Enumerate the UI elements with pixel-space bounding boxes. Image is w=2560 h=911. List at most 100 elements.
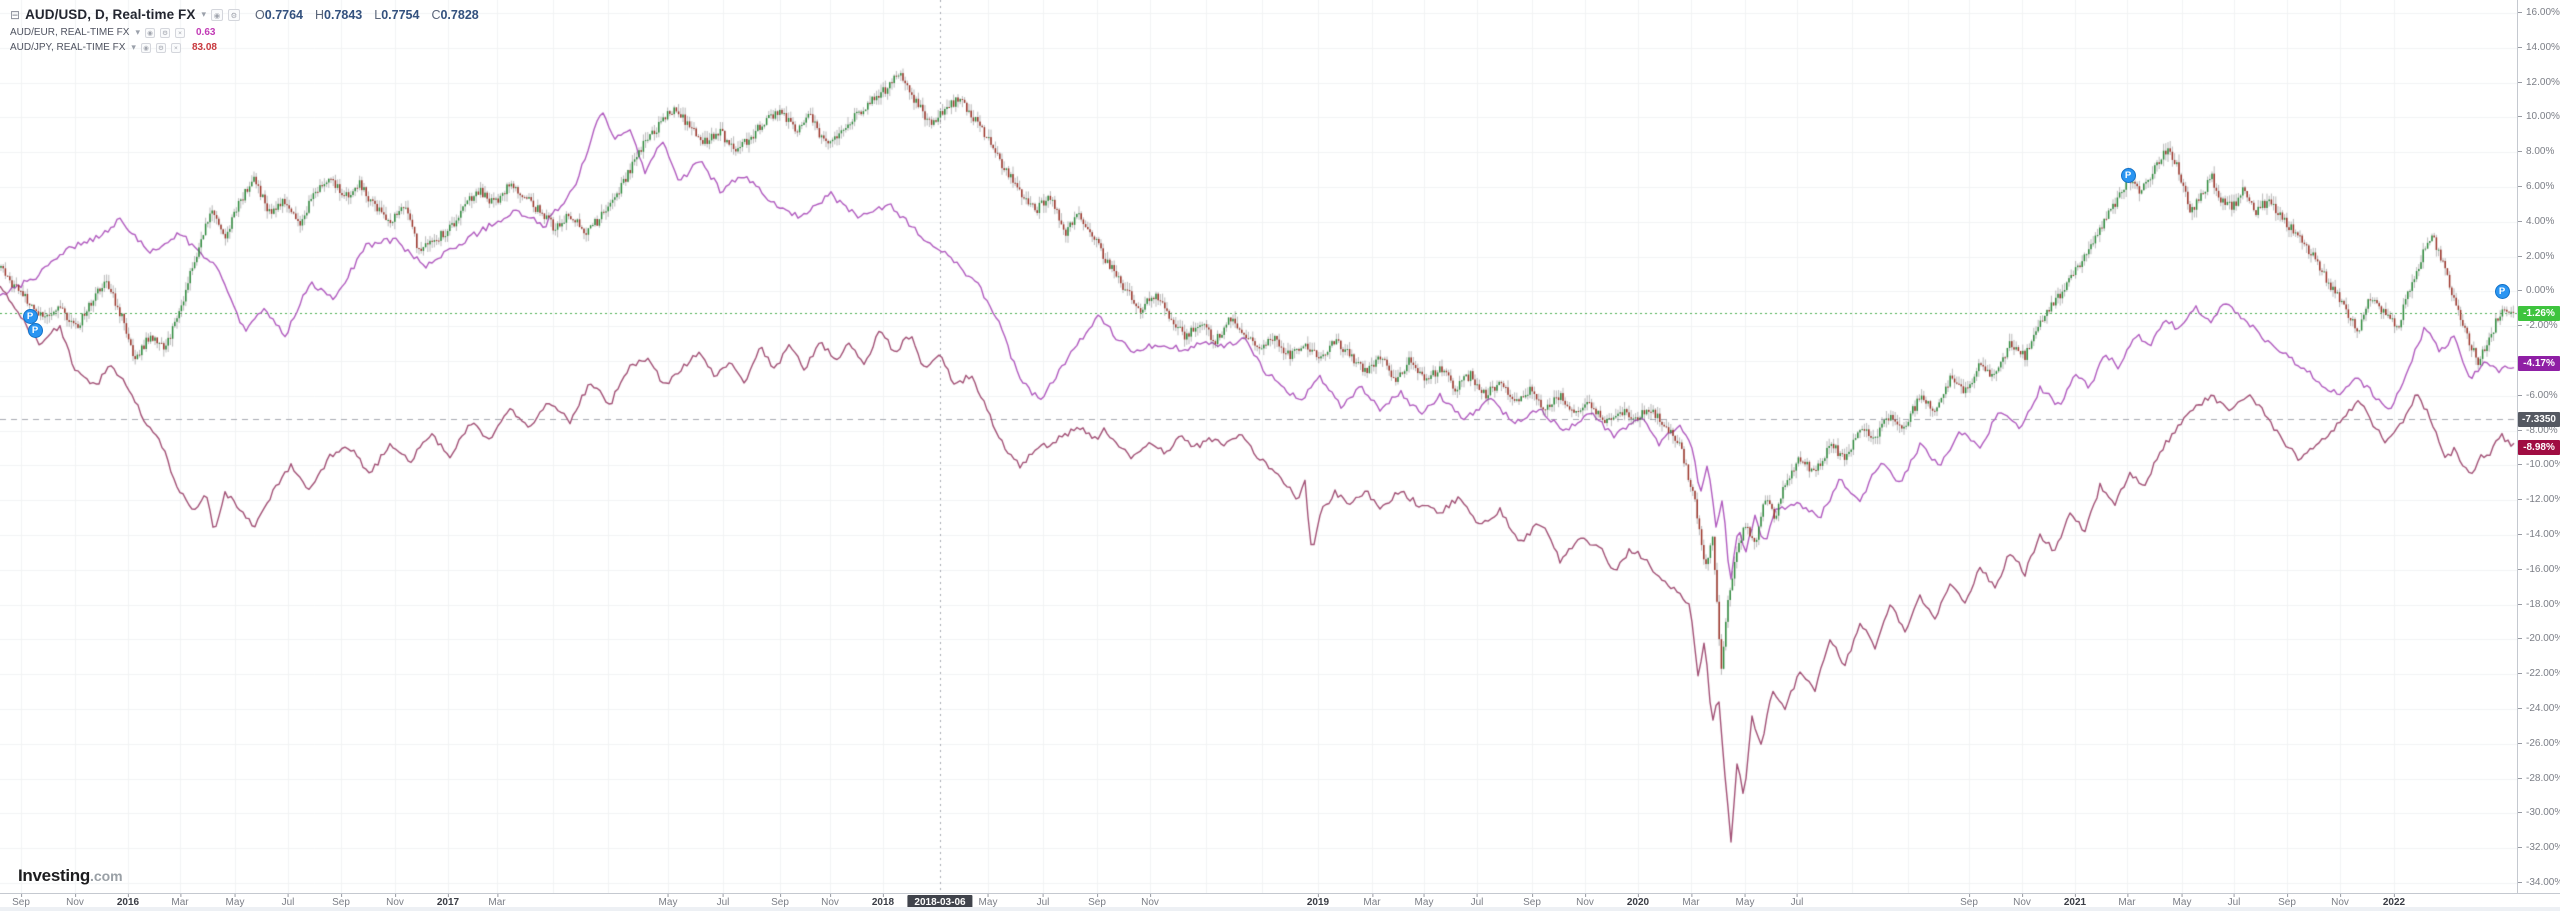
- time-axis-label: Sep: [12, 894, 30, 908]
- logo-text: Investing: [18, 866, 90, 885]
- time-axis-label: Sep: [332, 894, 350, 908]
- audeur-symbol-title[interactable]: AUD/EUR, REAL-TIME FX: [10, 27, 130, 38]
- p-marker[interactable]: P: [2494, 283, 2510, 299]
- legend: ⊟ AUD/USD, D, Real-time FX ▾ ◉ ⚙ O0.7764…: [10, 4, 479, 55]
- price-tick-label: -16.00%: [2517, 564, 2560, 575]
- low-value: 0.7754: [381, 7, 420, 22]
- time-axis-label: Nov: [2331, 894, 2349, 908]
- time-axis-label: Sep: [2278, 894, 2296, 908]
- open-label: O: [255, 7, 265, 22]
- settings-icon[interactable]: ⚙: [155, 42, 166, 53]
- settings-icon[interactable]: ⚙: [160, 27, 170, 38]
- price-tick-label: -18.00%: [2517, 599, 2560, 610]
- investing-logo[interactable]: Investing.com: [18, 866, 123, 886]
- time-axis-label: 2017: [436, 894, 460, 908]
- time-axis-label: Sep: [1523, 894, 1541, 908]
- chevron-down-icon[interactable]: ▾: [135, 27, 140, 37]
- price-tick-label: -8.00%: [2518, 424, 2558, 436]
- time-axis-label: May: [1414, 894, 1434, 908]
- price-tick-label: -34.00%: [2517, 877, 2560, 888]
- price-tick-label: -24.00%: [2517, 703, 2560, 714]
- audjpy-symbol-title[interactable]: AUD/JPY, REAL-TIME FX: [10, 42, 126, 53]
- price-tick-label: -2.00%: [2518, 320, 2558, 332]
- price-tick-label: -6.00%: [2518, 389, 2558, 401]
- time-axis-label: Sep: [1960, 894, 1978, 908]
- time-axis-label: Sep: [1088, 894, 1106, 908]
- time-axis-label: Mar: [2118, 894, 2136, 908]
- chevron-down-icon[interactable]: ▾: [201, 9, 207, 19]
- chevron-down-icon[interactable]: ▾: [131, 42, 136, 52]
- price-tick-label: -30.00%: [2517, 807, 2560, 818]
- ohlc-values: O0.7764 H0.7843 L0.7754 C0.7828: [255, 8, 479, 22]
- bottom-strip: [0, 907, 2560, 911]
- close-icon[interactable]: ×: [170, 42, 181, 53]
- price-tick-label: 12.00%: [2518, 76, 2560, 88]
- price-tick-label: 0.00%: [2517, 285, 2555, 297]
- time-axis-label: Nov: [66, 894, 84, 908]
- logo-tld: .com: [89, 868, 123, 884]
- price-tick-label: 10.00%: [2518, 111, 2560, 123]
- time-axis-label: Nov: [821, 894, 839, 908]
- price-tick-label: -20.00%: [2517, 633, 2560, 644]
- p-marker[interactable]: P: [2120, 167, 2136, 183]
- eye-icon[interactable]: ◉: [145, 27, 155, 38]
- time-scale[interactable]: 2018-03-06 Sep Nov 2016 Mar May Jul Sep Nov 2017…: [0, 893, 2560, 911]
- price-tick-label: -32.00%: [2517, 842, 2560, 853]
- time-axis-label: 2020: [1626, 894, 1650, 908]
- crosshair-price-badge: -7.3350: [2518, 411, 2560, 427]
- eye-icon[interactable]: ◉: [211, 8, 224, 21]
- close-value: 0.7828: [440, 7, 479, 22]
- audeur-change-badge: -4.17%: [2518, 356, 2560, 372]
- close-label: C: [431, 7, 441, 22]
- settings-icon[interactable]: ⚙: [228, 8, 241, 21]
- time-axis-label: Nov: [386, 894, 404, 908]
- p-marker[interactable]: P: [27, 322, 43, 338]
- audjpy-last-value: 83.08: [191, 42, 217, 53]
- time-axis-label: Sep: [771, 894, 789, 908]
- time-axis-label: 2021: [2063, 894, 2087, 908]
- time-axis-label: May: [1735, 894, 1755, 908]
- price-tick-label: -10.00%: [2517, 459, 2560, 470]
- audeur-last-value: 0.63: [196, 27, 216, 38]
- price-tick-label: 2.00%: [2517, 250, 2555, 262]
- time-axis-label: Nov: [1141, 894, 1159, 908]
- time-axis-label: 2016: [116, 894, 140, 908]
- low-label: L: [374, 7, 382, 22]
- price-tick-label: -12.00%: [2517, 494, 2560, 505]
- time-axis-label: Jul: [1470, 894, 1484, 908]
- time-axis-label: May: [658, 894, 678, 908]
- time-axis-label: Nov: [1576, 894, 1594, 908]
- legend-collapse-icon[interactable]: ⊟: [10, 7, 21, 22]
- time-axis-label: Jul: [281, 894, 295, 908]
- price-scale[interactable]: 16.00% 14.00% 12.00% 10.00% 8.00% 6.00% 4.00% 2…: [2517, 0, 2560, 893]
- price-tick-label: -26.00%: [2517, 738, 2560, 749]
- eye-icon[interactable]: ◉: [140, 42, 151, 53]
- time-axis-label: May: [2172, 894, 2192, 908]
- time-axis-label: Jul: [1036, 894, 1050, 908]
- price-tick-label: -14.00%: [2517, 529, 2560, 540]
- time-axis-label: Jul: [1790, 894, 1804, 908]
- p-marker[interactable]: P: [22, 308, 38, 324]
- price-tick-label: -28.00%: [2517, 773, 2560, 784]
- time-axis-label: Mar: [488, 894, 506, 908]
- price-tick-label: 6.00%: [2517, 181, 2555, 192]
- time-axis-label: Jul: [2227, 894, 2241, 908]
- main-symbol-title[interactable]: AUD/USD, D, Real-time FX: [25, 7, 196, 22]
- high-value: 0.7843: [324, 7, 363, 22]
- time-axis-label: 2018: [871, 894, 895, 908]
- price-tick-label: -22.00%: [2517, 668, 2560, 679]
- crosshair-date-badge: 2018-03-06: [907, 895, 973, 910]
- close-icon[interactable]: ×: [175, 27, 185, 38]
- time-axis-label: Mar: [1363, 894, 1381, 908]
- time-axis-label: 2019: [1306, 894, 1330, 908]
- time-axis-label: May: [225, 894, 245, 908]
- time-axis-label: Mar: [171, 894, 189, 908]
- price-tick-label: 14.00%: [2518, 41, 2560, 53]
- audjpy-change-badge: -8.98%: [2518, 440, 2560, 456]
- high-label: H: [315, 7, 325, 22]
- open-value: 0.7764: [264, 7, 303, 22]
- price-tick-label: 4.00%: [2517, 215, 2555, 227]
- time-axis-label: Mar: [1682, 894, 1700, 908]
